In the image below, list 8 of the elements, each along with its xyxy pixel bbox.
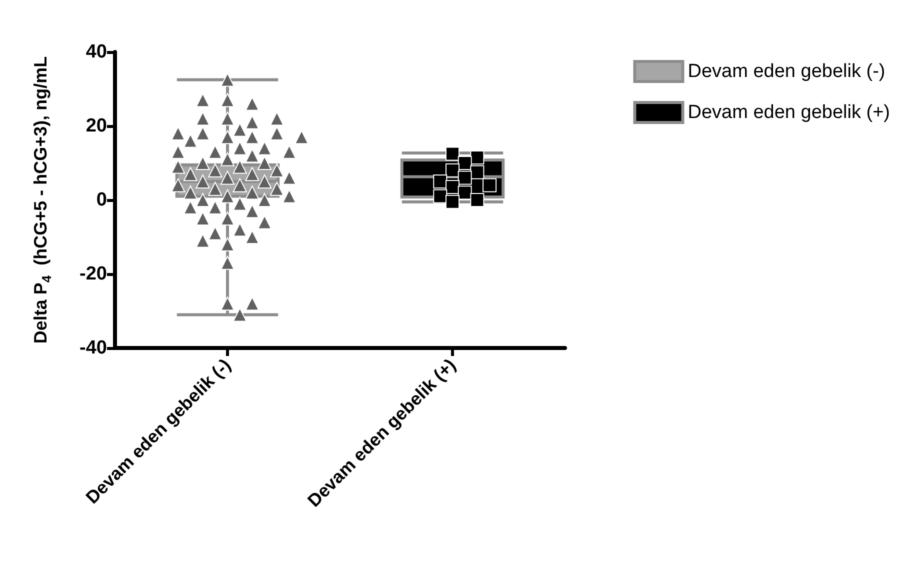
- y-axis-title: Delta P4 (hCG+5 - hCG+3), ng/mL: [30, 56, 54, 344]
- y-tick-label: 20: [86, 116, 107, 136]
- y-tick-label: -40: [80, 338, 107, 358]
- y-tick-label: 0: [96, 190, 107, 210]
- y-tick-label: 40: [86, 42, 107, 62]
- legend-label: Devam eden gebelik (-): [688, 61, 886, 82]
- legend-label: Devam eden gebelik (+): [688, 102, 890, 123]
- y-tick-label: -20: [80, 264, 107, 284]
